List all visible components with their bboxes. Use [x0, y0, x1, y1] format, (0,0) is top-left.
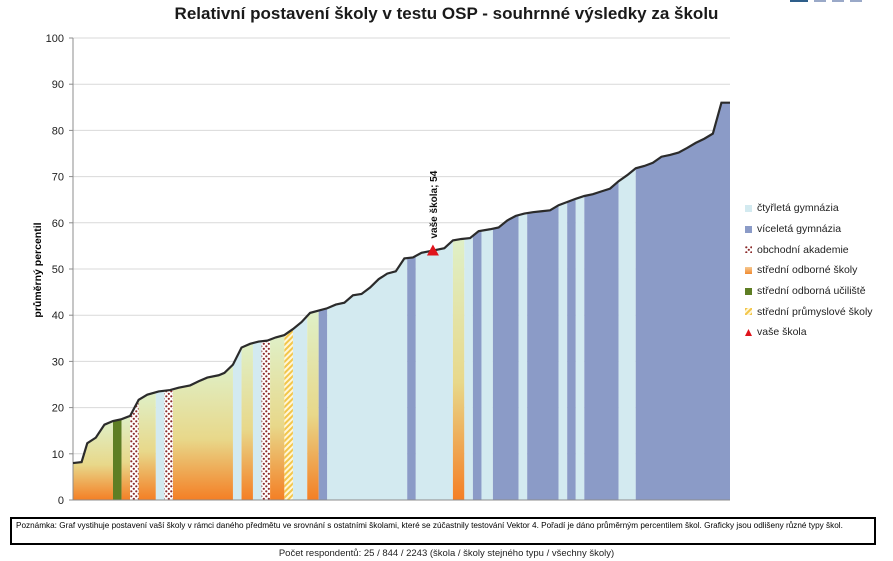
band-obchodni: [130, 399, 139, 500]
band-ucNiste: [112, 419, 122, 500]
legend: čtyřletá gymnázia víceletá gymnázia obch…: [745, 198, 873, 343]
band-ctyrleta: [558, 202, 568, 500]
band-obchodni: [164, 389, 173, 500]
legend-item-viceleta: víceletá gymnázia: [745, 219, 873, 240]
band-obchodni: [261, 339, 271, 500]
legend-item-obchodni: obchodní akademie: [745, 239, 873, 260]
band-viceleta: [492, 215, 519, 500]
note-text: Graf vystihuje postavení vaší školy v rá…: [59, 521, 843, 530]
legend-label: víceletá gymnázia: [757, 223, 842, 236]
percentile-line: [72, 101, 730, 465]
y-tick-label: 100: [46, 33, 64, 45]
band-odborne: [172, 364, 233, 500]
marker-label: vaše škola; 54: [429, 170, 440, 238]
y-tick-label: 70: [52, 172, 64, 184]
band-viceleta: [635, 102, 730, 501]
legend-swatch-odborne: [745, 266, 752, 274]
your-school-marker: vaše škola; 54: [426, 170, 440, 256]
legend-swatch-prumyslove: [745, 308, 752, 316]
band-ctyrleta: [575, 196, 585, 500]
band-ctyrleta: [292, 315, 308, 500]
legend-item-vase-skola: vaše škola: [745, 322, 873, 343]
legend-swatch-viceleta: [745, 225, 752, 233]
y-tick-label: 0: [58, 495, 64, 507]
legend-label: střední odborná učiliště: [757, 285, 866, 298]
legend-swatch-ctyrleta: [745, 204, 752, 212]
band-odborne: [307, 310, 319, 500]
band-ctyrleta: [518, 213, 528, 500]
corner-decoration: [832, 0, 844, 2]
band-prumyslove: [284, 329, 293, 500]
legend-item-ctyrleta: čtyřletá gymnázia: [745, 198, 873, 219]
respondents-footer: Počet respondentů: 25 / 844 / 2243 (škol…: [278, 548, 615, 559]
band-ctyrleta: [252, 341, 262, 500]
y-tick-label: 60: [52, 218, 64, 230]
school-bands: [73, 102, 730, 501]
legend-swatch-obchodni: [745, 246, 752, 254]
band-odborne: [241, 343, 253, 500]
band-viceleta: [567, 198, 576, 500]
note-box: Poznámka: Graf vystihuje postavení vaší …: [10, 517, 876, 545]
legend-item-odborne: střední odborné školy: [745, 260, 873, 281]
band-viceleta: [472, 230, 482, 500]
note-prefix: Poznámka:: [16, 521, 57, 530]
corner-decoration: [850, 0, 862, 2]
y-tick-label: 30: [52, 356, 64, 368]
band-viceleta: [407, 255, 416, 500]
band-ctyrleta: [327, 258, 408, 500]
chart-title: Relativní postavení školy v testu OSP - …: [174, 4, 719, 23]
y-tick-label: 20: [52, 403, 64, 415]
y-tick-label: 90: [52, 79, 64, 91]
band-odborne: [270, 335, 285, 500]
legend-label: střední odborné školy: [757, 264, 858, 277]
band-odborne: [138, 392, 156, 500]
band-odborne: [452, 238, 465, 500]
marker-triangle: [426, 244, 439, 256]
band-ctyrleta: [415, 240, 453, 501]
band-ctyrleta: [618, 168, 636, 500]
y-tick-label: 80: [52, 125, 64, 137]
legend-label: střední průmyslové školy: [757, 305, 873, 318]
legend-label: čtyřletá gymnázia: [757, 202, 839, 215]
band-viceleta: [318, 308, 328, 500]
legend-label: vaše škola: [757, 326, 807, 339]
band-viceleta: [584, 181, 619, 500]
y-axis-label: průměrný percentil: [32, 222, 44, 317]
corner-decoration: [790, 0, 808, 2]
band-ctyrleta: [155, 390, 165, 500]
y-tick-label: 10: [52, 449, 64, 461]
band-odborne: [73, 421, 113, 500]
legend-item-prumyslove: střední průmyslové školy: [745, 301, 873, 322]
y-tick-label: 50: [52, 264, 64, 276]
band-ctyrleta: [464, 235, 473, 501]
corner-decoration: [814, 0, 826, 2]
legend-label: obchodní akademie: [757, 243, 849, 256]
legend-swatch-ucNiste: [745, 287, 752, 295]
band-ctyrleta: [481, 228, 493, 500]
y-tick-label: 40: [52, 310, 64, 322]
band-ctyrleta: [232, 347, 242, 500]
triangle-icon: [745, 328, 752, 336]
legend-item-ucNiste: střední odborná učiliště: [745, 281, 873, 302]
band-odborne: [121, 415, 131, 500]
axes: [69, 37, 730, 501]
band-viceleta: [527, 205, 559, 501]
y-tick-labels: 0 10 20 30 40 50 60 70 80 90 100: [46, 33, 64, 507]
